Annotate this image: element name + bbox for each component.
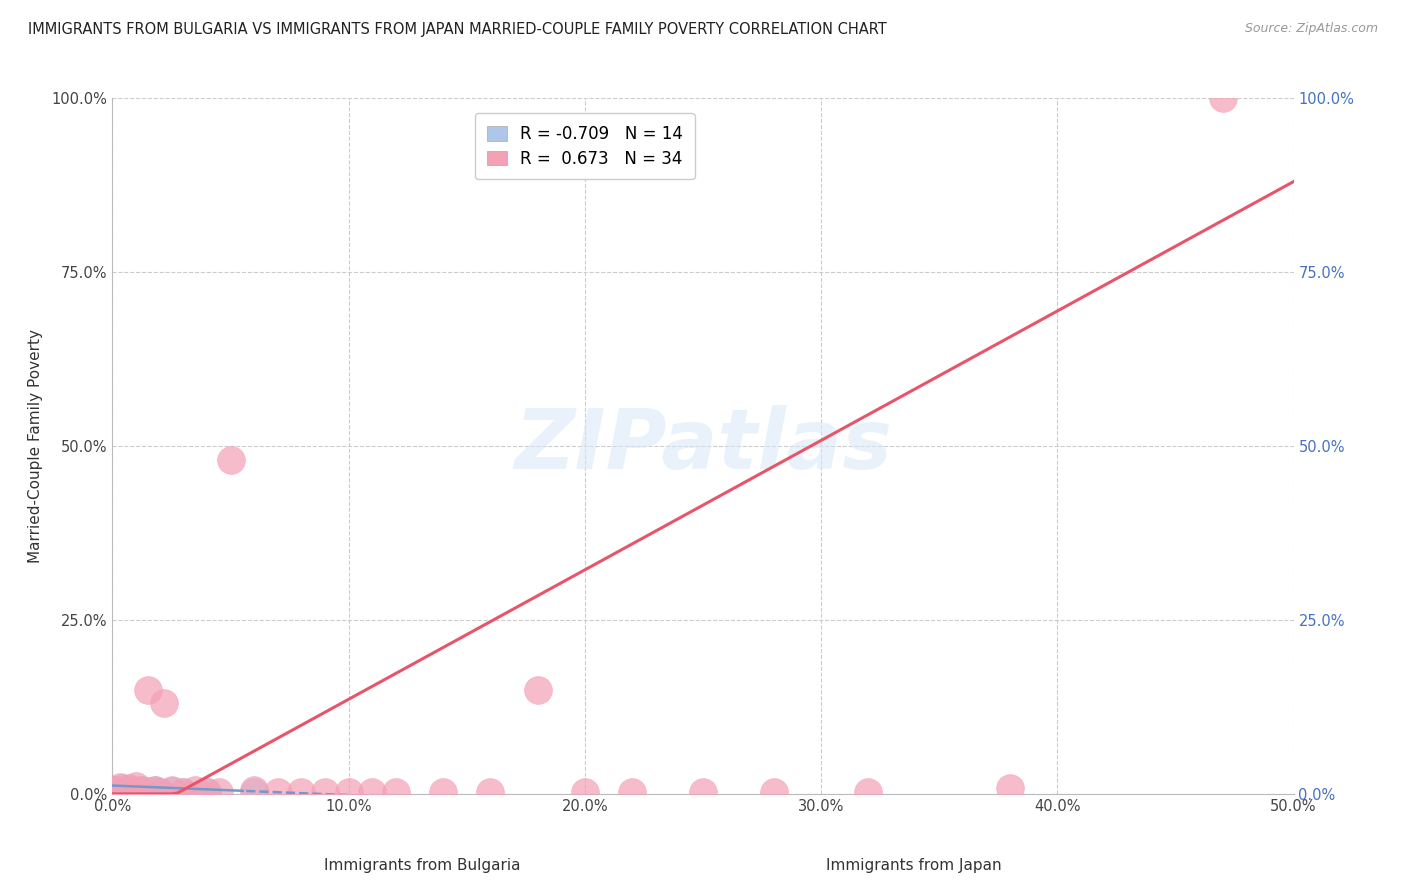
Text: ZIPatlas: ZIPatlas <box>515 406 891 486</box>
Point <box>160 783 183 797</box>
Point <box>219 453 242 467</box>
Point <box>621 785 644 799</box>
Point <box>153 697 176 711</box>
Y-axis label: Married-Couple Family Poverty: Married-Couple Family Poverty <box>28 329 44 563</box>
Point <box>129 782 152 797</box>
Point <box>172 785 194 799</box>
Point <box>195 785 218 799</box>
Point <box>115 784 138 798</box>
Text: IMMIGRANTS FROM BULGARIA VS IMMIGRANTS FROM JAPAN MARRIED-COUPLE FAMILY POVERTY : IMMIGRANTS FROM BULGARIA VS IMMIGRANTS F… <box>28 22 887 37</box>
Point <box>385 785 408 799</box>
Point <box>118 781 141 796</box>
Point <box>184 783 207 797</box>
Point <box>858 785 880 799</box>
Point <box>125 779 148 793</box>
Point <box>149 785 172 799</box>
Point <box>314 785 336 799</box>
Point <box>136 682 159 697</box>
Point <box>104 783 127 797</box>
Point <box>243 783 266 797</box>
Point <box>479 785 502 799</box>
Point <box>101 783 124 797</box>
Point <box>692 785 714 799</box>
Point <box>574 785 596 799</box>
Point <box>143 783 166 797</box>
Point <box>526 682 548 697</box>
Point <box>243 785 266 799</box>
Point <box>762 785 785 799</box>
Point <box>120 785 142 799</box>
Point <box>120 783 142 797</box>
Point <box>1212 91 1234 105</box>
Text: Source: ZipAtlas.com: Source: ZipAtlas.com <box>1244 22 1378 36</box>
Point <box>172 785 194 799</box>
Point <box>337 785 360 799</box>
Point <box>195 785 218 799</box>
Point <box>290 785 312 799</box>
Point <box>125 785 148 799</box>
Point <box>143 783 166 797</box>
Point <box>105 785 128 799</box>
Point <box>361 785 384 799</box>
Point <box>129 783 152 797</box>
Point <box>112 785 135 799</box>
Point <box>108 780 131 794</box>
Text: Immigrants from Japan: Immigrants from Japan <box>827 858 1001 872</box>
Point <box>998 781 1021 796</box>
Point <box>160 784 183 798</box>
Point <box>267 785 290 799</box>
Point <box>111 781 134 796</box>
Legend: R = -0.709   N = 14, R =  0.673   N = 34: R = -0.709 N = 14, R = 0.673 N = 34 <box>475 113 695 179</box>
Point <box>208 785 231 799</box>
Text: Immigrants from Bulgaria: Immigrants from Bulgaria <box>323 858 520 872</box>
Point <box>136 784 159 798</box>
Point <box>432 785 454 799</box>
Point <box>149 785 172 799</box>
